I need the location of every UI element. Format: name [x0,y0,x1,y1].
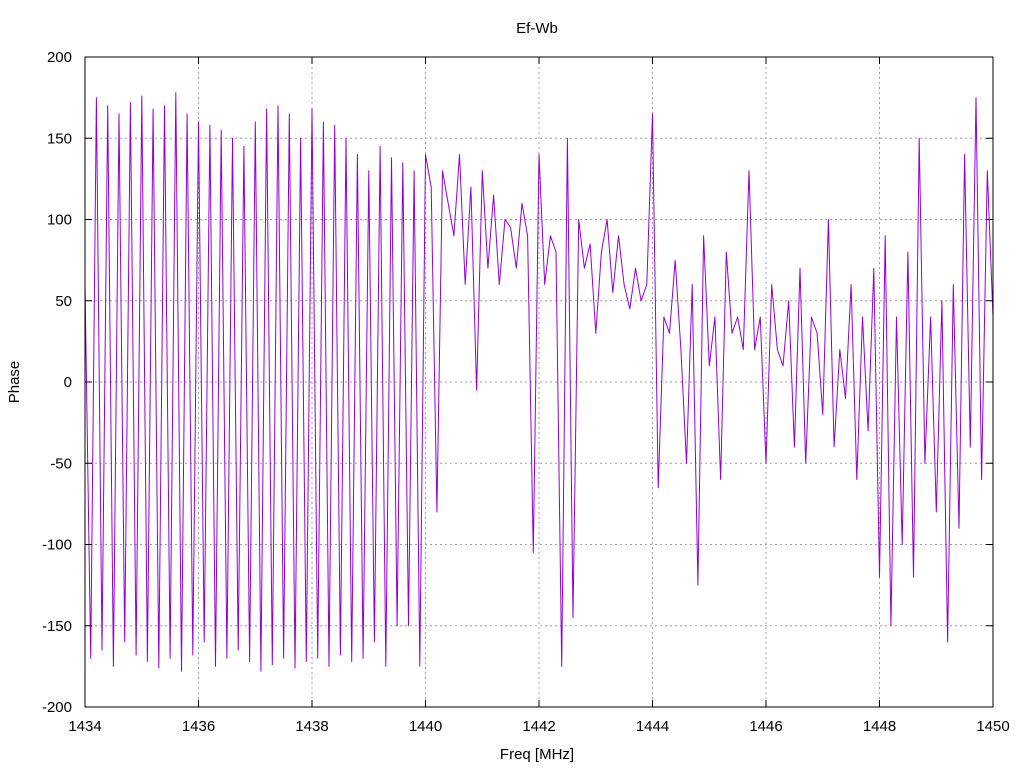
x-tick-label: 1444 [636,718,669,735]
x-tick-label: 1442 [522,718,555,735]
x-tick-label: 1448 [863,718,896,735]
x-axis-label: Freq [MHz] [500,746,574,763]
y-axis-label: Phase [6,361,23,404]
x-tick-label: 1450 [976,718,1009,735]
y-tick-label: 50 [55,293,72,310]
y-tick-label: -100 [42,537,72,554]
series-layer [84,92,994,672]
axis-ticks: 1434 1436 1438 1440 1442 1444 1446 1448 1450 -200… [42,49,1010,735]
x-tick-label: 1446 [749,718,782,735]
x-tick-label: 1436 [182,718,215,735]
y-tick-label: 150 [47,130,72,147]
y-tick-label: -50 [50,455,72,472]
y-tick-label: 100 [47,212,72,229]
y-tick-label: -150 [42,618,72,635]
y-tick-label: -200 [42,699,72,716]
x-tick-label: 1440 [409,718,442,735]
x-tick-label: 1434 [68,718,101,735]
phase-series-line [84,92,994,672]
chart-title: Ef-Wb [516,20,558,37]
x-tick-label: 1438 [295,718,328,735]
y-tick-label: 0 [64,374,72,391]
y-tick-label: 200 [47,49,72,66]
